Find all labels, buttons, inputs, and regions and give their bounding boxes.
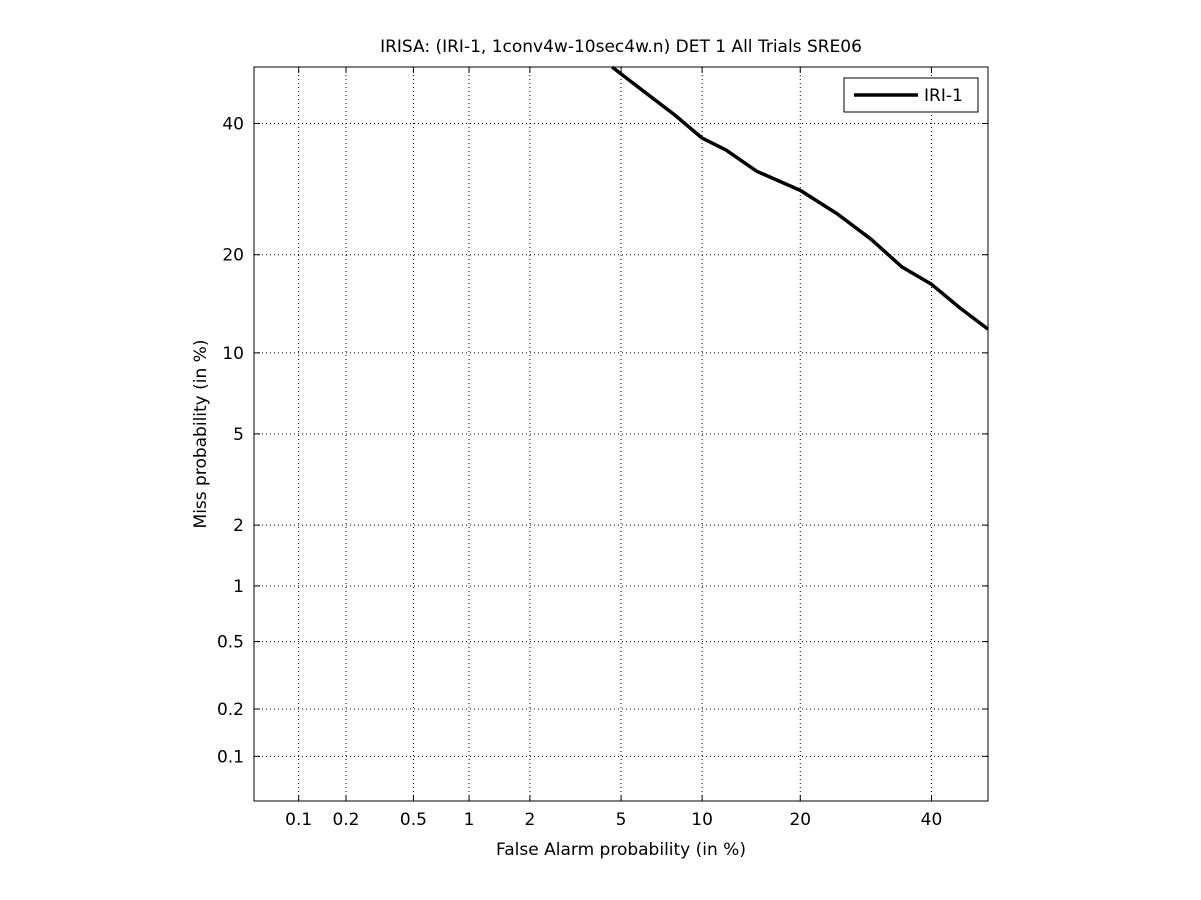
x-tick-label: 0.1: [285, 810, 312, 830]
y-tick-label: 0.2: [217, 700, 244, 720]
series-layer: [611, 65, 990, 331]
x-tick-label: 10: [691, 810, 713, 830]
chart-title: IRISA: (IRI-1, 1conv4w-10sec4w.n) DET 1 …: [380, 37, 862, 57]
axis-ticks: [254, 67, 988, 801]
x-tick-label: 1: [464, 810, 475, 830]
x-tick-label: 2: [524, 810, 535, 830]
y-tick-label: 5: [233, 425, 244, 445]
legend: IRI-1: [843, 77, 979, 113]
tick-labels: 0.1 0.2 0.5 1 2 5 10 20 40 0.1 0.2 0.5 1 2 5 10 20 40: [217, 115, 942, 830]
y-tick-label: 1: [233, 577, 244, 597]
y-tick-label: 2: [233, 516, 244, 536]
legend-label: IRI-1: [924, 86, 963, 106]
x-tick-label: 20: [789, 810, 811, 830]
series-line-iri-1: [611, 65, 990, 331]
y-tick-label: 0.5: [217, 633, 244, 653]
y-axis-label: Miss probability (in %): [191, 340, 211, 529]
x-tick-label: 0.2: [332, 810, 359, 830]
y-tick-label: 20: [222, 246, 244, 266]
plot-area: [253, 66, 989, 802]
y-tick-label: 10: [222, 344, 244, 364]
x-axis-label: False Alarm probability (in %): [496, 840, 746, 860]
y-tick-label: 0.1: [217, 747, 244, 767]
grid-lines: [254, 67, 988, 801]
x-tick-label: 5: [616, 810, 627, 830]
y-tick-label: 40: [222, 115, 244, 135]
x-tick-label: 40: [921, 810, 943, 830]
x-tick-label: 0.5: [400, 810, 427, 830]
